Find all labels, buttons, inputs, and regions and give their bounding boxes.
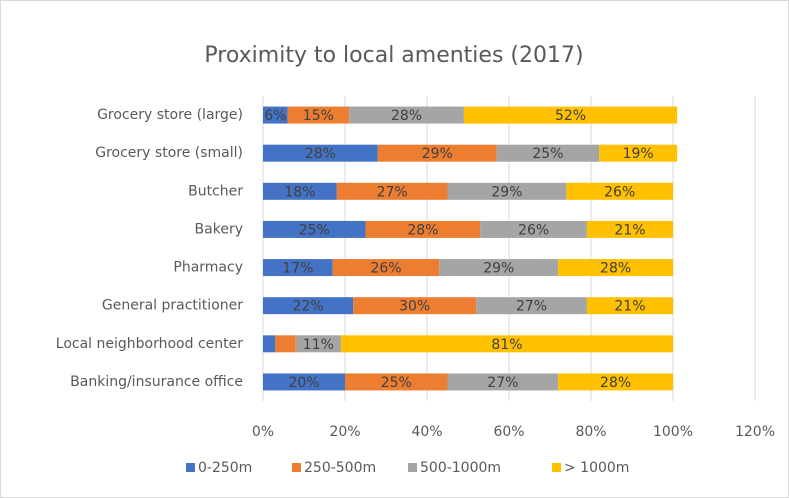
data-label: 26% [370,261,401,277]
x-tick-label: 60% [493,424,524,440]
y-tick-label: Grocery store (small) [95,145,243,161]
data-label: 28% [600,261,631,277]
bar-segment [263,373,345,391]
x-tick-label: 80% [575,424,606,440]
bar-segment [287,106,350,124]
legend-label: > 1000m [564,460,629,476]
y-tick-label: Banking/insurance office [70,374,243,390]
data-label: 30% [399,299,430,315]
data-label: 29% [422,146,453,162]
data-label: 28% [600,375,631,391]
data-label: 28% [305,146,336,162]
bar-segment [263,220,366,238]
x-tick-label: 100% [653,424,693,440]
data-label: 21% [614,299,645,315]
data-label: 27% [377,184,408,200]
legend-label: 0-250m [198,460,252,476]
bar-segment [480,220,587,238]
data-label: 18% [284,184,315,200]
data-label: 22% [293,299,324,315]
data-label: 20% [288,375,319,391]
data-label: 11% [303,337,334,353]
data-label: 26% [518,222,549,238]
chart-title: Proximity to local amenties (2017) [204,43,583,68]
data-label: 27% [487,375,518,391]
bar-segment [263,297,354,315]
x-tick-label: 0% [252,424,274,440]
legend-swatch [552,463,561,472]
bar-segment [295,335,341,353]
data-label: 17% [282,261,313,277]
bar-segment [263,259,333,277]
y-tick-label: Butcher [188,183,243,199]
bar-segment [353,297,477,315]
data-label: 25% [299,222,330,238]
bar-segment [275,335,296,353]
legend-swatch [292,463,301,472]
legend-swatch [408,463,417,472]
bar-segment [340,335,673,353]
data-label: 28% [407,222,438,238]
bar-segment [365,220,481,238]
y-tick-label: Pharmacy [173,260,243,276]
bar-segment [558,373,673,391]
y-tick-label: Grocery store (large) [97,107,243,123]
bar-segment [496,144,600,162]
x-tick-label: 20% [329,424,360,440]
bar-segment [476,297,587,315]
data-label: 25% [532,146,563,162]
bar-segment [332,259,440,277]
bar-segment [586,220,673,238]
data-label: 21% [614,222,645,238]
data-label: 25% [381,375,412,391]
bar-segment [586,297,673,315]
bar-segment [377,144,497,162]
bar-segment [599,144,678,162]
data-label: 27% [516,299,547,315]
data-label: 29% [491,184,522,200]
bar-segment [263,182,337,200]
bar-segment [263,144,378,162]
y-tick-label: Local neighborhood center [56,336,243,352]
bar-segment [558,259,673,277]
data-label: 81% [491,337,522,353]
data-label: 52% [555,108,586,124]
data-label: 26% [604,184,635,200]
bar-segment [447,182,567,200]
legend-swatch [186,463,195,472]
data-label: 29% [483,261,514,277]
data-label: 6% [264,108,286,124]
bar-segment [447,373,559,391]
data-label: 15% [303,108,334,124]
x-tick-label: 40% [411,424,442,440]
y-tick-label: Bakery [195,221,243,237]
bar-segment [439,259,559,277]
y-tick-label: General practitioner [102,298,243,314]
data-label: 28% [391,108,422,124]
bar-segment [463,106,678,124]
legend-label: 250-500m [304,460,376,476]
bar-segment [263,106,288,124]
legend-label: 500-1000m [420,460,501,476]
data-label: 19% [623,146,654,162]
bar-segment [345,373,448,391]
x-tick-label: 120% [735,424,775,440]
bar-segment [349,106,464,124]
bar-segment [566,182,673,200]
bar-segment [336,182,448,200]
bar-segment [263,335,276,353]
